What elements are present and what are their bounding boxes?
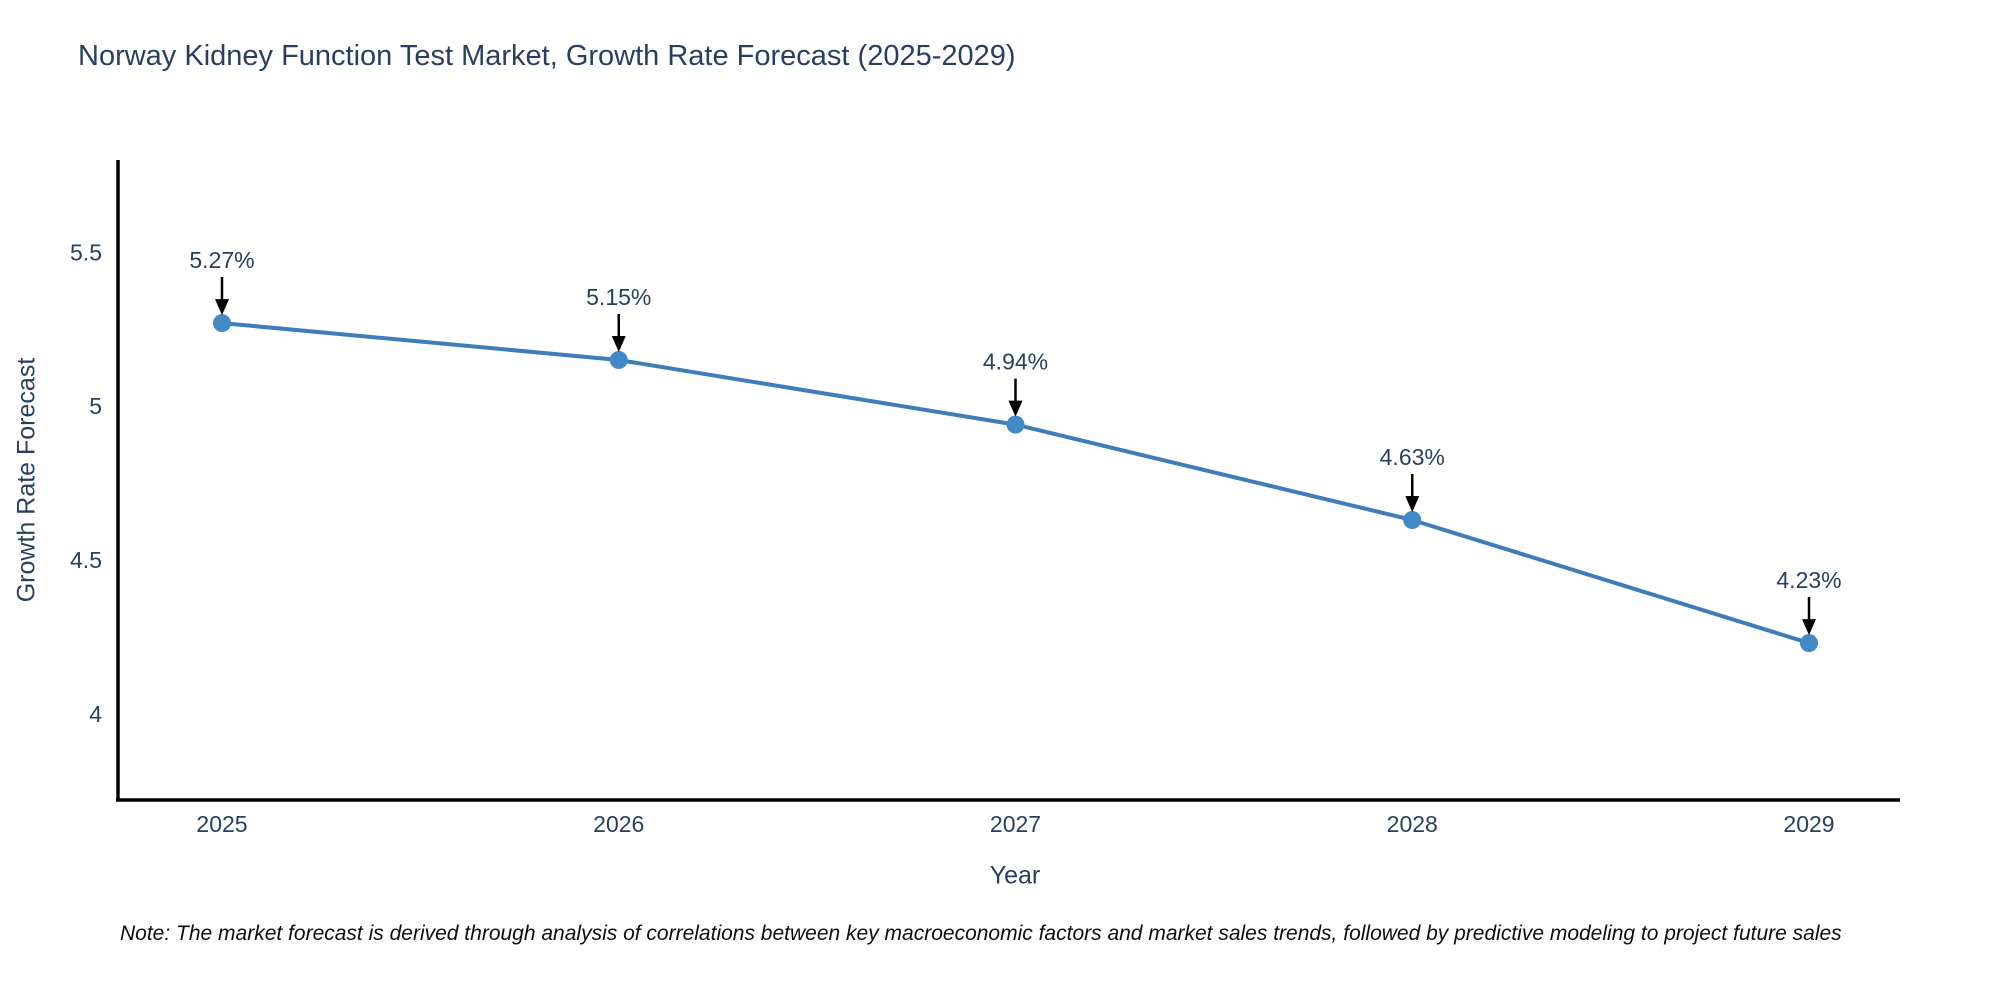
data-point-label: 4.94% [983, 349, 1048, 375]
x-tick-label: 2027 [990, 811, 1041, 837]
y-tick-label: 4 [89, 701, 102, 727]
footnote: Note: The market forecast is derived thr… [120, 922, 1842, 945]
data-point-marker [1006, 415, 1025, 434]
annotation-arrowhead [611, 336, 626, 352]
data-point-label: 4.63% [1380, 444, 1445, 470]
annotation-arrowhead [1802, 619, 1816, 636]
x-tick-label: 2028 [1387, 811, 1438, 837]
x-axis-title: Year [989, 861, 1041, 890]
x-tick-label: 2025 [196, 811, 247, 837]
y-tick-label: 5 [89, 393, 102, 419]
x-tick-label: 2026 [593, 811, 644, 837]
chart-title: Norway Kidney Function Test Market, Grow… [78, 40, 1016, 72]
y-tick-label: 5.5 [70, 239, 102, 265]
data-point-marker [1403, 511, 1422, 529]
data-point-label: 4.23% [1776, 567, 1841, 593]
data-point-label: 5.27% [189, 247, 254, 273]
data-point-marker [213, 314, 231, 333]
data-point-marker [1800, 634, 1818, 653]
data-point-marker [609, 351, 628, 369]
x-tick-label: 2029 [1783, 811, 1834, 837]
annotation-arrowhead [215, 299, 229, 316]
annotation-arrowhead [1008, 400, 1023, 417]
data-point-label: 5.15% [586, 284, 651, 310]
annotation-arrowhead [1405, 496, 1420, 512]
y-tick-label: 4.5 [70, 547, 102, 573]
